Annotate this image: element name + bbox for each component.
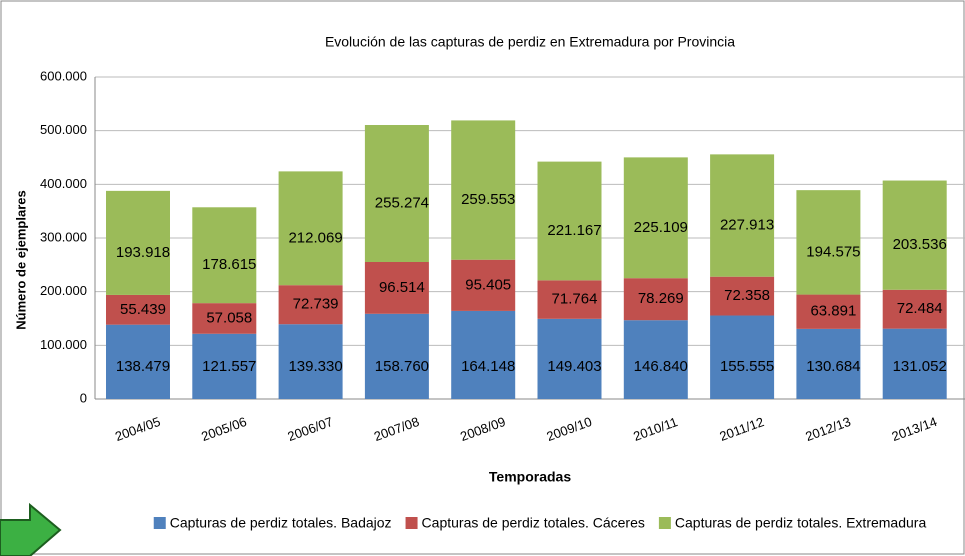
bar-segment <box>278 171 343 286</box>
value-label: 72.358 <box>724 287 770 304</box>
bar-segment <box>106 190 170 295</box>
value-label: 194.575 <box>806 243 860 260</box>
y-tick-label: 500.000 <box>40 122 87 137</box>
value-label: 225.109 <box>634 219 688 236</box>
arrow-icon <box>0 502 62 556</box>
bar-segment <box>882 180 947 290</box>
bar-segment <box>364 262 429 314</box>
bar-segment <box>882 289 947 329</box>
bar-segment <box>364 313 429 399</box>
bar-segment <box>451 259 516 311</box>
legend-label: Capturas de perdiz totales. Extremadura <box>675 515 927 531</box>
value-label: 121.557 <box>202 358 256 375</box>
value-label: 72.484 <box>897 300 943 317</box>
y-tick-label: 0 <box>80 390 87 405</box>
value-label: 203.536 <box>893 236 947 253</box>
bar-segment <box>106 294 170 325</box>
bar-segment <box>364 125 429 263</box>
bar-segment <box>451 120 516 260</box>
bar-segment <box>278 285 343 325</box>
y-tick-label: 400.000 <box>40 176 87 191</box>
bar-segment <box>192 333 257 399</box>
bar-segment <box>192 207 257 304</box>
value-label: 96.514 <box>379 279 425 296</box>
value-label: 55.439 <box>120 301 166 318</box>
value-label: 57.058 <box>206 309 252 326</box>
legend-swatch <box>405 517 418 529</box>
bar-segment <box>451 310 516 399</box>
value-label: 139.330 <box>288 358 342 375</box>
bar-segment <box>537 280 602 319</box>
bar-segment <box>796 294 861 329</box>
bar-segment <box>710 276 775 316</box>
legend-swatch <box>153 517 166 529</box>
y-tick-label: 600.000 <box>40 68 87 83</box>
bar-segment <box>623 157 688 279</box>
x-axis-label: Temporadas <box>489 469 571 485</box>
bar-segment <box>796 190 861 295</box>
value-label: 146.840 <box>634 358 688 375</box>
bar-segment <box>278 324 343 399</box>
bar-segment <box>882 328 947 399</box>
value-label: 193.918 <box>116 244 170 261</box>
value-label: 130.684 <box>806 358 860 375</box>
value-label: 71.764 <box>552 291 598 308</box>
value-label: 72.739 <box>293 296 339 313</box>
y-tick-label: 300.000 <box>40 229 87 244</box>
value-label: 95.405 <box>465 276 511 293</box>
y-axis-label: Número de ejemplares <box>13 190 28 329</box>
bar-segment <box>623 278 688 321</box>
value-label: 138.479 <box>116 358 170 375</box>
bar-segment <box>537 318 602 399</box>
value-label: 158.760 <box>375 358 429 375</box>
legend-swatch <box>658 517 671 529</box>
y-tick-label: 200.000 <box>40 283 87 298</box>
value-label: 227.913 <box>720 216 774 233</box>
bar-segment <box>623 320 688 399</box>
chart-title: Evolución de las capturas de perdiz en E… <box>325 34 735 50</box>
value-label: 259.553 <box>461 191 515 208</box>
y-tick-label: 100.000 <box>40 337 87 352</box>
value-label: 131.052 <box>893 358 947 375</box>
bar-segment <box>796 328 861 399</box>
value-label: 78.269 <box>638 290 684 307</box>
legend-label: Capturas de perdiz totales. Badajoz <box>170 515 392 531</box>
bar-segment <box>106 324 170 399</box>
bar-segment <box>710 154 775 277</box>
value-label: 155.555 <box>720 358 774 375</box>
value-label: 149.403 <box>547 358 601 375</box>
value-label: 63.891 <box>810 303 856 320</box>
value-label: 164.148 <box>461 358 515 375</box>
bar-segment <box>710 315 775 399</box>
value-label: 255.274 <box>375 194 429 211</box>
bar-segment <box>537 161 602 281</box>
value-label: 221.167 <box>547 222 601 239</box>
legend-label: Capturas de perdiz totales. Cáceres <box>422 515 645 531</box>
value-label: 178.615 <box>202 256 256 273</box>
bar-segment <box>192 303 257 334</box>
value-label: 212.069 <box>288 229 342 246</box>
